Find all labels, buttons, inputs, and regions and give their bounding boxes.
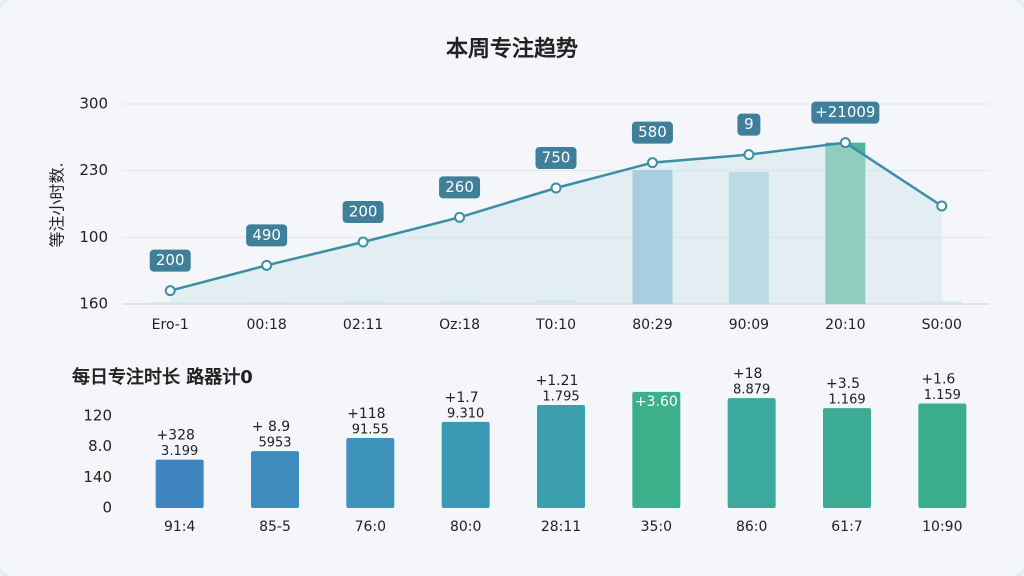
y-axis-label: 等注小时数.: [48, 162, 67, 247]
y-tick-label: 100: [79, 228, 108, 246]
x-tick-label: 10:90: [922, 519, 962, 535]
x-tick-label: 90:09: [729, 317, 769, 333]
point-label: 200: [349, 203, 378, 221]
point: [454, 211, 466, 223]
point-label: 9: [744, 115, 754, 133]
x-tick-label: S0:00: [922, 317, 962, 333]
bar-sublabel: 1.169: [828, 393, 865, 408]
bar-sublabel: 91.55: [352, 423, 389, 438]
x-tick-label: 61:7: [831, 519, 862, 535]
point: [839, 137, 851, 149]
bar-label: +1.6: [921, 371, 955, 387]
x-tick-label: 02:11: [343, 317, 383, 333]
point: [550, 182, 562, 194]
bar: [346, 438, 395, 508]
point: [646, 157, 658, 169]
x-tick-label: 85-5: [259, 519, 291, 535]
x-tick-label: 80:0: [450, 519, 481, 535]
bar-sublabel: 9.310: [447, 406, 484, 421]
label-box: [631, 121, 673, 144]
bar-label: + 8.9: [252, 419, 290, 435]
x-tick-label: 35:0: [641, 519, 672, 535]
point-label: +21009: [815, 103, 875, 121]
bar-sublabel: 1.159: [924, 388, 961, 403]
x-tick-label: 80:29: [632, 317, 672, 333]
bar-sublabel: 8.879: [733, 383, 770, 398]
x-tick-label: 00:18: [246, 317, 286, 333]
point: [743, 149, 755, 161]
bar: [251, 451, 299, 508]
point-label: 200: [156, 251, 185, 269]
bar: [632, 391, 681, 508]
bar-label: +1.21: [536, 373, 579, 389]
bar: [441, 421, 490, 508]
label-box: [737, 113, 761, 136]
point-label: 260: [445, 178, 474, 196]
y-tick-label: 140: [83, 468, 112, 486]
y-tick-label: 160: [79, 295, 108, 313]
label-box: [535, 147, 577, 169]
bar-sublabel: 1.795: [542, 389, 579, 404]
label-box: [342, 201, 384, 223]
point: [357, 236, 369, 248]
label-box: [246, 224, 288, 247]
y-tick-label: 230: [79, 161, 108, 179]
x-tick-label: 76:0: [355, 519, 386, 535]
y-tick-label: 300: [79, 95, 108, 113]
point: [164, 285, 176, 297]
x-tick-label: Ero-1: [152, 317, 189, 333]
label-box: [149, 249, 191, 272]
bar-label: +3.5: [826, 376, 860, 392]
bar: [155, 459, 204, 508]
y-tick-label: 0: [102, 499, 112, 517]
point-label: 490: [252, 226, 281, 244]
label-box: [811, 101, 880, 124]
bar-sublabel: 5953: [258, 436, 291, 451]
bar-label: +18: [733, 366, 763, 382]
point: [936, 200, 948, 212]
bar: [727, 398, 776, 508]
x-tick-label: Oz:18: [439, 317, 480, 333]
x-tick-label: 86:0: [736, 519, 767, 535]
y-tick-label: 120: [83, 406, 112, 424]
bar-label: +1.7: [445, 390, 479, 406]
bar-label: +3.60: [635, 394, 678, 410]
x-tick-label: 28:11: [541, 519, 581, 535]
x-tick-label: T0:10: [535, 317, 576, 333]
bar-label: +328: [156, 428, 194, 444]
x-tick-label: 20:10: [825, 317, 865, 333]
area: [170, 142, 942, 304]
chart-title: 本周专注趋势: [446, 36, 578, 62]
chart-title: 每日专注时长 路器计0: [72, 366, 253, 388]
point-label: 750: [542, 149, 571, 167]
bar: [537, 404, 585, 508]
bar: [918, 403, 967, 508]
x-tick-label: 91:4: [164, 519, 196, 535]
point: [261, 259, 273, 271]
bar-sublabel: 3.199: [161, 444, 198, 459]
bar-label: +118: [347, 406, 385, 422]
y-tick-label: 8.0: [88, 437, 112, 455]
label-box: [439, 176, 481, 199]
bar: [823, 408, 871, 508]
point-label: 580: [638, 123, 667, 141]
